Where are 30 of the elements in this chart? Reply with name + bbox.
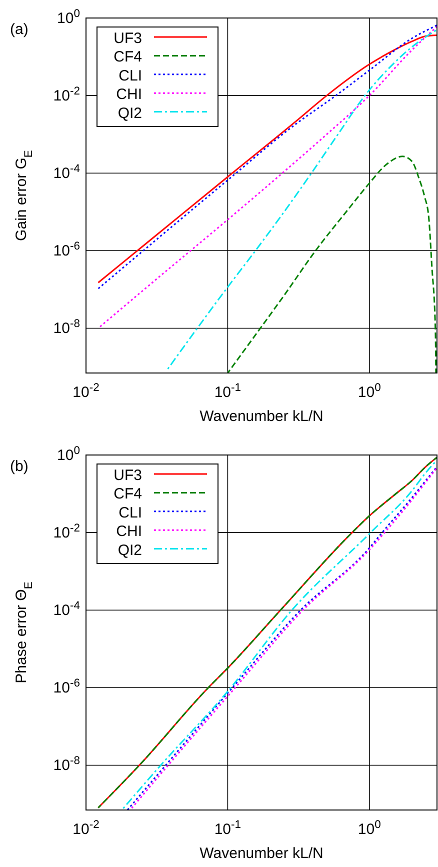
y-tick-label: 10$^{-6}$ [53, 240, 80, 260]
legend-label: CF4 [114, 48, 142, 66]
x-tick-label: 10$^{0}$ [358, 819, 381, 838]
legend-label: CHI [116, 523, 142, 540]
y-tick-label: 10$^{-2}$ [53, 86, 80, 105]
x-axis-title: Wavenumber kL/N [200, 845, 324, 862]
y-tick-label: 10$^{-8}$ [53, 755, 80, 774]
legend-label: UF3 [114, 30, 142, 47]
y-tick-label: 10$^{0}$ [57, 445, 80, 464]
legend-label: QI2 [118, 542, 142, 559]
y-tick-label: 10$^{0}$ [57, 8, 80, 27]
legend-label: UF3 [114, 467, 142, 484]
y-tick-label: 10$^{-6}$ [53, 678, 80, 697]
x-tick-label: 10$^{-1}$ [214, 819, 242, 838]
x-tick-label: 10$^{-2}$ [72, 819, 100, 838]
x-tick-label: 10$^{0}$ [358, 382, 381, 401]
y-tick-label: 10$^{-4}$ [53, 163, 80, 182]
legend-label: CF4 [114, 486, 142, 503]
legend-label: CLI [118, 504, 142, 522]
y-tick-label: 10$^{-8}$ [53, 318, 80, 338]
legend-label: QI2 [118, 104, 142, 122]
legend-label: CHI [116, 86, 142, 104]
x-tick-label: 10$^{-2}$ [72, 382, 100, 401]
y-tick-label: 10$^{-2}$ [53, 522, 80, 542]
legend-label: CLI [118, 67, 142, 84]
chart-title: (b) [10, 458, 28, 475]
x-tick-label: 10$^{-1}$ [214, 382, 242, 401]
y-tick-label: 10$^{-4}$ [53, 600, 80, 620]
chart-title: (a) [10, 21, 28, 38]
x-axis-title: Wavenumber kL/N [200, 408, 324, 425]
